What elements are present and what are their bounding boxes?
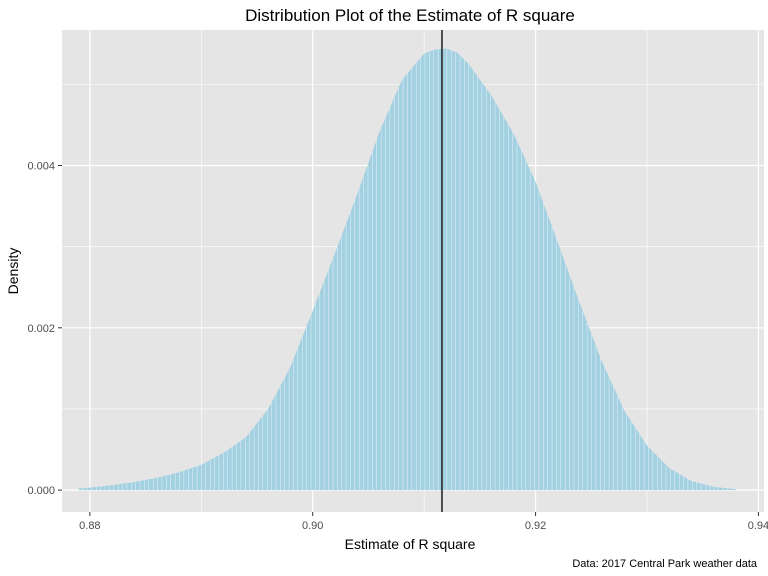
chart-title: Distribution Plot of the Estimate of R s… <box>245 6 575 25</box>
density-area <box>78 48 737 491</box>
y-axis-label: Density <box>5 248 21 295</box>
x-tick-label: 0.92 <box>525 520 546 532</box>
y-axis: 0.000 0.002 0.004 <box>27 161 62 497</box>
x-tick-label: 0.88 <box>79 520 100 532</box>
x-tick-label: 0.94 <box>748 520 768 532</box>
x-axis: 0.88 0.90 0.92 0.94 <box>79 512 768 532</box>
x-tick-label: 0.90 <box>302 520 323 532</box>
x-axis-label: Estimate of R square <box>345 536 476 552</box>
y-tick-label: 0.002 <box>27 323 55 335</box>
y-tick-label: 0.004 <box>27 161 55 173</box>
data-source-caption: Data: 2017 Central Park weather data <box>572 558 758 570</box>
y-tick-label: 0.000 <box>27 485 55 497</box>
